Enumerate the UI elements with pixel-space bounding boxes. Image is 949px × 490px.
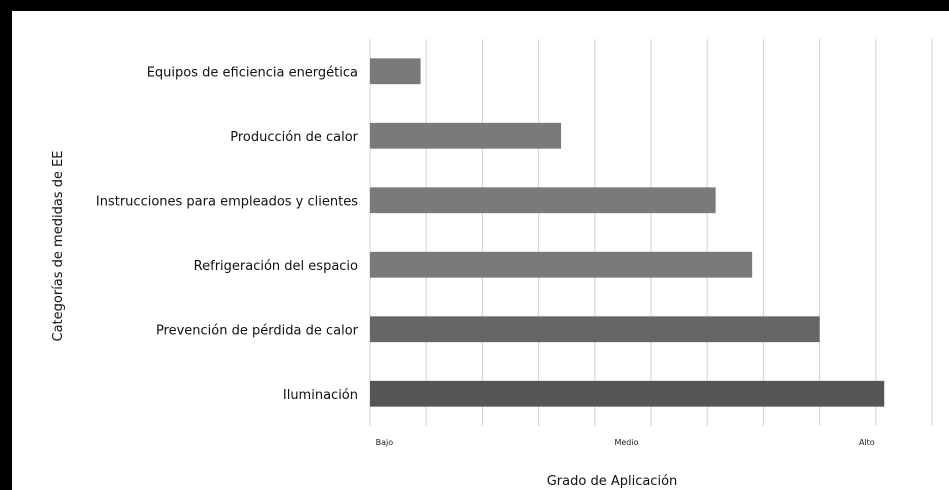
x-tick-label: Bajo xyxy=(376,438,394,447)
y-axis-title: Categorías de medidas de EE xyxy=(51,150,66,341)
category-label: Refrigeración del espacio xyxy=(194,259,358,274)
bar xyxy=(370,58,421,85)
bar xyxy=(370,122,562,149)
category-label: Prevención de pérdida de calor xyxy=(156,323,359,338)
category-label: Iluminación xyxy=(283,388,358,403)
bar xyxy=(370,380,885,407)
bar-chart: Equipos de eficiencia energética Producci… xyxy=(51,39,933,489)
chart-frame: Equipos de eficiencia energética Producci… xyxy=(12,11,949,490)
category-label: Equipos de eficiencia energética xyxy=(147,65,358,80)
bar xyxy=(370,251,753,278)
x-tick-label: Medio xyxy=(614,438,638,447)
category-labels: Equipos de eficiencia energética Producci… xyxy=(96,65,359,403)
gridlines xyxy=(369,39,933,426)
x-axis-title: Grado de Aplicación xyxy=(547,474,678,489)
bar xyxy=(370,316,820,343)
bar xyxy=(370,187,716,214)
category-label: Instrucciones para empleados y clientes xyxy=(96,194,358,209)
category-label: Producción de calor xyxy=(230,130,358,145)
x-tick-label: Alto xyxy=(859,438,875,447)
x-tick-labels: Bajo Medio Alto xyxy=(376,438,875,447)
bars xyxy=(370,58,885,407)
